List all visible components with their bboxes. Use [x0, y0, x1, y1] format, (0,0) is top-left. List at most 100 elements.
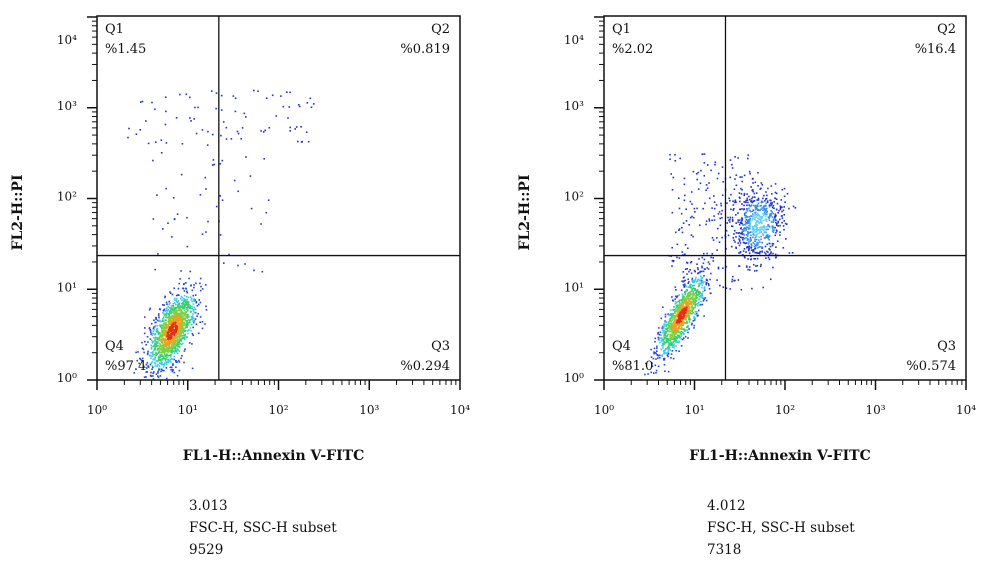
data-point	[173, 358, 175, 361]
data-point	[183, 303, 186, 305]
data-point	[756, 269, 758, 272]
data-point	[703, 315, 705, 317]
data-point	[159, 345, 162, 347]
data-point	[761, 207, 764, 209]
data-point	[691, 279, 693, 282]
data-point	[169, 338, 171, 340]
data-point	[176, 351, 178, 353]
data-point	[180, 309, 183, 311]
data-point	[741, 219, 743, 221]
data-point	[673, 336, 675, 338]
data-point	[720, 213, 723, 215]
data-point	[196, 305, 199, 307]
quadrant-q1-percent: %2.02	[612, 42, 653, 57]
data-point	[761, 247, 763, 249]
data-point	[670, 328, 672, 331]
data-point	[187, 296, 190, 299]
data-point	[151, 361, 153, 363]
data-point	[702, 300, 705, 302]
data-point	[786, 192, 789, 195]
data-point	[152, 378, 155, 380]
data-point	[672, 309, 675, 311]
data-point	[155, 344, 157, 347]
data-point	[675, 302, 678, 304]
data-point	[755, 231, 758, 233]
data-point	[679, 302, 681, 304]
data-point	[708, 284, 710, 287]
data-point	[743, 248, 746, 250]
data-point	[657, 333, 659, 335]
data-point	[663, 332, 666, 334]
data-point	[752, 196, 754, 198]
data-point	[156, 328, 158, 331]
data-point	[181, 317, 184, 320]
data-point	[773, 201, 775, 203]
data-point	[777, 225, 779, 227]
data-point	[687, 305, 689, 307]
data-point	[764, 225, 766, 228]
data-point	[191, 323, 193, 326]
data-point	[754, 251, 756, 254]
data-point	[682, 316, 684, 319]
data-point	[174, 325, 176, 328]
data-point	[678, 321, 680, 324]
data-point	[152, 336, 155, 339]
data-point	[172, 364, 174, 366]
data-point	[752, 190, 754, 193]
data-point	[764, 219, 767, 221]
data-point	[675, 317, 677, 319]
data-point	[669, 322, 672, 325]
data-point	[165, 331, 168, 333]
data-point	[165, 340, 167, 342]
quadrant-q4-percent: %81.0	[612, 359, 653, 374]
data-point	[669, 326, 671, 329]
data-point	[692, 290, 695, 293]
data-point	[748, 245, 750, 247]
data-point	[683, 329, 685, 331]
data-point	[682, 303, 685, 305]
data-point	[683, 322, 686, 324]
data-point	[192, 310, 195, 313]
data-point	[187, 303, 189, 305]
data-point	[166, 356, 168, 359]
data-point	[191, 317, 193, 319]
data-point	[751, 228, 754, 231]
data-point	[671, 346, 674, 349]
data-point	[761, 246, 763, 248]
data-point	[191, 367, 194, 370]
data-point	[749, 198, 751, 201]
data-point	[761, 184, 764, 186]
data-point	[176, 374, 179, 377]
data-point	[665, 330, 668, 333]
data-point	[684, 335, 687, 338]
data-point	[178, 312, 181, 315]
data-point	[745, 219, 748, 221]
data-point	[182, 302, 185, 305]
data-point	[682, 297, 685, 299]
x-tick-label: 10¹	[684, 403, 704, 417]
data-point	[755, 225, 757, 227]
data-point	[182, 330, 184, 333]
data-point	[689, 297, 692, 300]
data-point	[691, 281, 694, 283]
data-point	[178, 329, 181, 331]
data-point	[684, 307, 687, 310]
data-point	[189, 307, 191, 309]
data-point	[683, 286, 686, 288]
data-point	[164, 331, 166, 334]
data-point	[171, 351, 174, 354]
data-point	[167, 341, 169, 343]
data-point	[757, 244, 759, 246]
data-point	[169, 342, 172, 345]
data-point	[183, 294, 186, 297]
data-point	[163, 348, 165, 351]
data-point	[695, 293, 698, 296]
data-point	[181, 297, 184, 299]
data-point	[739, 208, 741, 211]
data-point	[774, 213, 777, 216]
data-point	[156, 341, 159, 344]
data-point	[192, 313, 194, 315]
data-point	[727, 216, 729, 219]
data-point	[771, 225, 774, 228]
data-point	[172, 333, 174, 335]
